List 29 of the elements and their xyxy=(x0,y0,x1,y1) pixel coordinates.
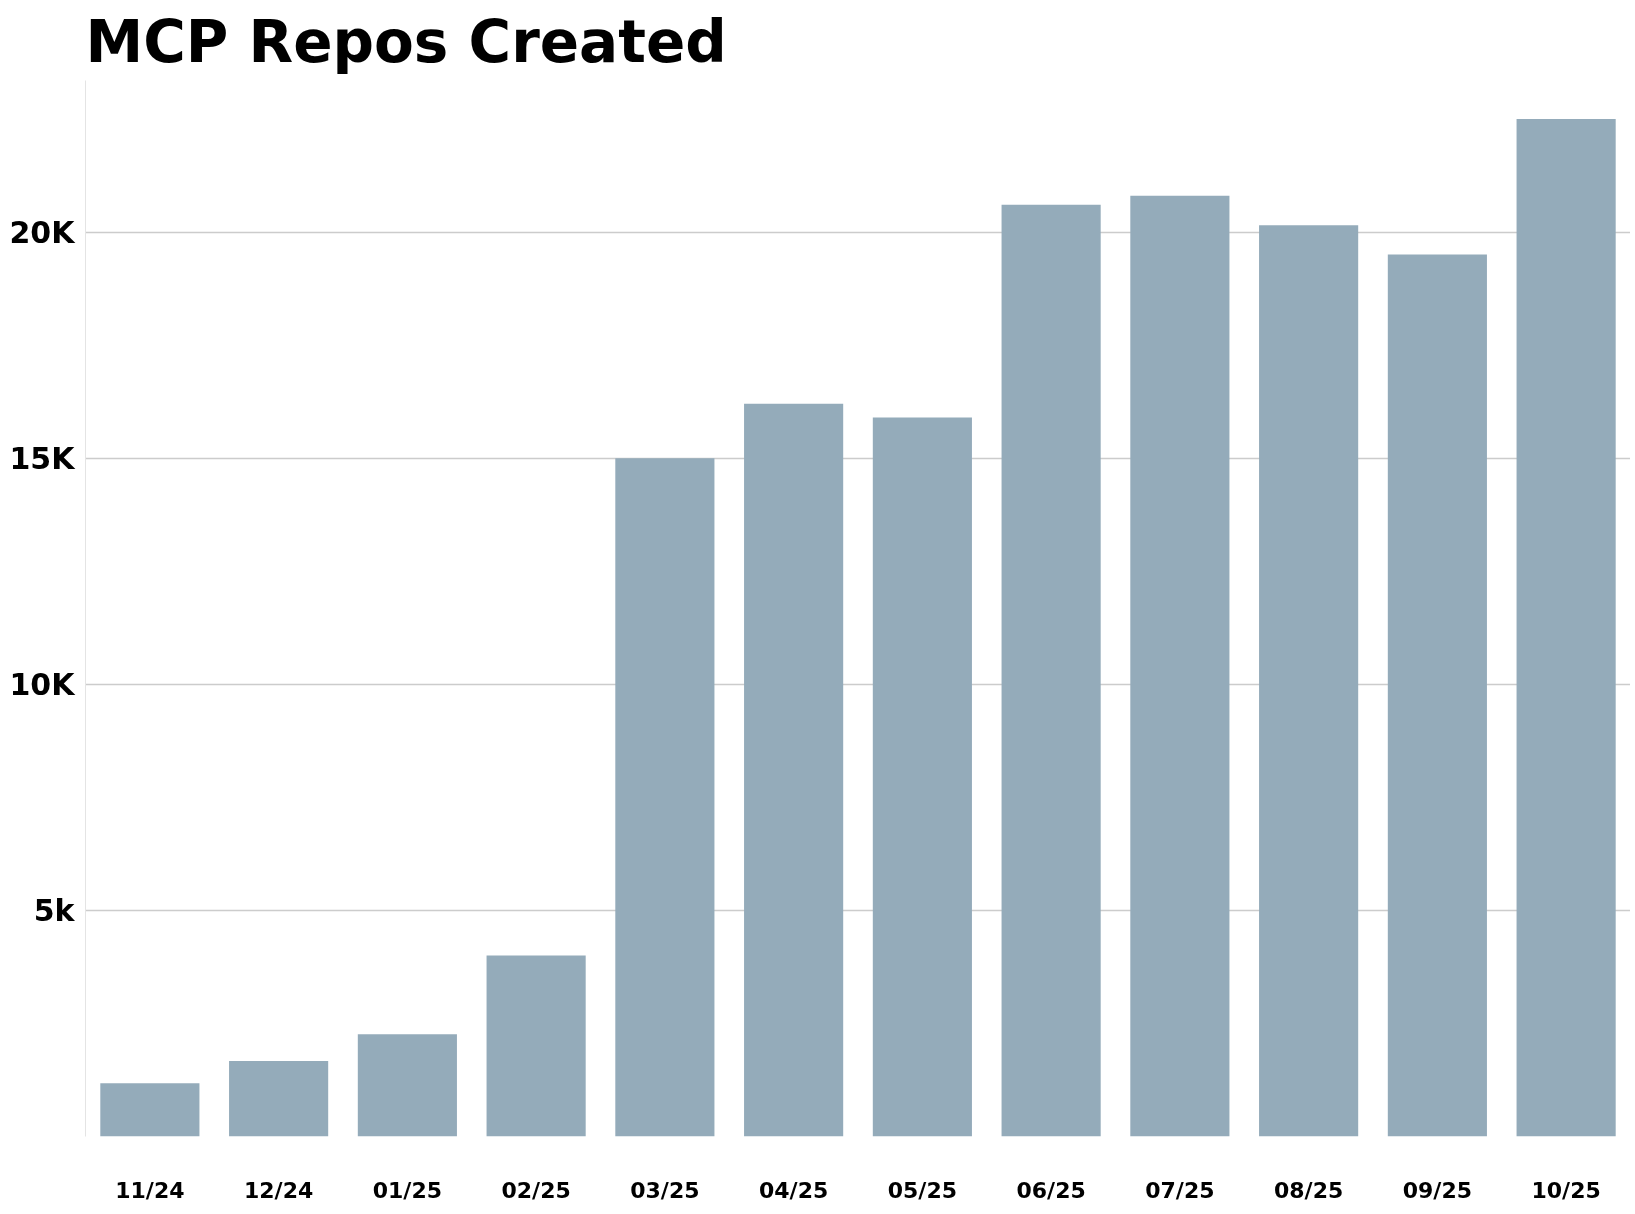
x-tick-label: 12/24 xyxy=(243,1177,314,1203)
bar xyxy=(357,1034,457,1137)
bar xyxy=(1387,254,1487,1137)
x-tick-label: 03/25 xyxy=(630,1177,700,1203)
chart-title: MCP Repos Created xyxy=(85,7,727,76)
x-tick-label: 01/25 xyxy=(372,1177,443,1203)
bar xyxy=(1001,204,1101,1137)
x-tick-label: 11/24 xyxy=(115,1177,185,1203)
bar xyxy=(615,458,715,1137)
bar xyxy=(744,403,844,1137)
x-tick-label: 05/25 xyxy=(887,1177,958,1203)
y-tick-label: 5k xyxy=(33,892,76,928)
x-tick-label: 02/25 xyxy=(501,1177,571,1203)
bar xyxy=(1130,195,1230,1137)
bar xyxy=(872,417,972,1137)
y-tick-label: 15K xyxy=(9,440,77,476)
x-tick-label: 07/25 xyxy=(1145,1177,1215,1203)
y-tick-label: 20K xyxy=(9,214,77,250)
x-tick-label: 08/25 xyxy=(1273,1177,1344,1203)
y-tick-label: 10K xyxy=(9,666,77,702)
x-tick-label: 09/25 xyxy=(1402,1177,1473,1203)
x-tick-label: 04/25 xyxy=(758,1177,829,1203)
x-tick-label: 10/25 xyxy=(1531,1177,1601,1203)
bar xyxy=(1516,118,1616,1137)
bar xyxy=(486,955,586,1137)
x-tick-label: 06/25 xyxy=(1016,1177,1086,1203)
bar xyxy=(1259,225,1359,1137)
bar xyxy=(100,1083,200,1137)
bar xyxy=(229,1060,329,1137)
